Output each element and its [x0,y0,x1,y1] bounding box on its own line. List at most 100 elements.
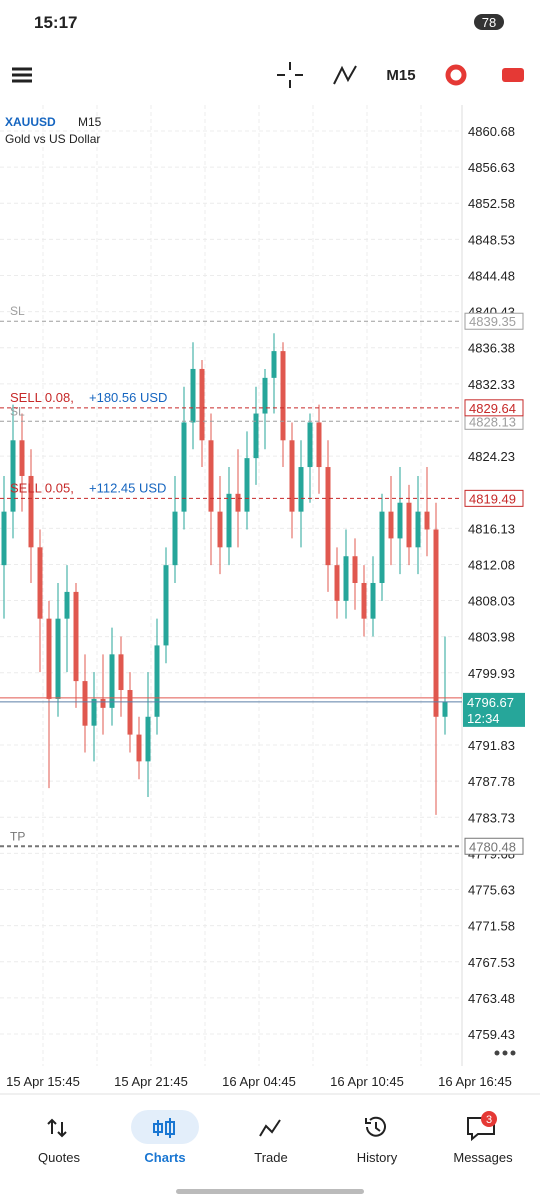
candle-body [208,440,214,512]
badge-count: 3 [486,1114,492,1126]
candle-body [73,591,79,682]
candle-body [280,351,286,441]
battery-level: 78 [482,15,496,30]
candle-body [163,565,169,646]
order-profit: +180.56 USD [89,390,167,405]
level-price: 4839.35 [469,314,516,329]
candle-body [388,511,394,539]
y-tick-label: 4844.48 [468,268,515,283]
nav-label[interactable]: History [357,1150,398,1165]
more-icon[interactable] [494,1050,516,1056]
nav-label[interactable]: Messages [453,1150,513,1165]
y-tick-label: 4803.98 [468,630,515,645]
x-tick-label: 15 Apr 15:45 [6,1074,80,1089]
candle-body [199,368,205,441]
candle-body [154,645,160,717]
candle-body [433,529,439,717]
order-label: SELL 0.08, [10,390,74,405]
nav-icon[interactable] [365,1116,386,1137]
order-box [464,489,524,507]
candle-body [118,654,124,691]
candle-body [352,556,358,583]
candle-body [109,654,115,708]
candle-body [406,502,412,548]
indicators-icon[interactable] [333,65,357,85]
candle-body [217,511,223,548]
x-tick-label: 15 Apr 21:45 [114,1074,188,1089]
nav-icon[interactable] [47,1118,67,1138]
nav-label[interactable]: Quotes [38,1150,80,1165]
candle-body [181,422,187,512]
clock: 15:17 [34,13,77,32]
y-tick-label: 4856.63 [468,160,515,175]
y-tick-label: 4824.23 [468,449,515,464]
level-label: SL [10,404,25,418]
candle-body [82,681,88,726]
candle-body [361,582,367,619]
candle-body [298,467,304,512]
menu-icon[interactable] [12,67,32,83]
candle-body [235,493,241,512]
timeframe-button[interactable]: M15 [386,67,415,84]
y-tick-label: 4799.93 [468,666,515,681]
candle-body [262,377,268,414]
level-label: SL [10,304,25,318]
y-tick-label: 4832.33 [468,377,515,392]
candle-body [325,467,331,566]
candle-body [172,511,178,566]
candle-body [37,547,43,619]
nav-icon[interactable] [153,1118,175,1138]
grid [0,105,462,1066]
candle-body [145,716,151,762]
level-price: 4828.13 [469,414,516,429]
symbol-description: Gold vs US Dollar [5,132,100,146]
candle-body [127,690,133,735]
y-tick-label: 4816.13 [468,521,515,536]
candle-body [100,698,106,708]
nav-icon[interactable] [259,1119,281,1137]
level-box [464,312,524,330]
y-tick-label: 4812.08 [468,557,515,572]
chart-timeframe: M15 [78,115,102,129]
order-label: SELL 0.05, [10,480,74,495]
trade-icon[interactable] [502,68,524,82]
y-tick-label: 4848.53 [468,232,515,247]
level-price: 4780.48 [469,839,516,854]
candle-body [334,565,340,601]
y-tick-label: 4763.48 [468,991,515,1006]
candle-body [226,493,232,548]
candle-body [253,413,259,459]
x-tick-label: 16 Apr 10:45 [330,1074,404,1089]
y-tick-label: 4852.58 [468,196,515,211]
order-price: 4819.49 [469,491,516,506]
one-click-icon[interactable] [445,64,467,86]
candle-body [64,591,70,619]
candle-body [370,582,376,619]
x-tick-label: 16 Apr 16:45 [438,1074,512,1089]
candle-body [28,475,34,548]
candle-body [91,698,97,726]
y-tick-label: 4783.73 [468,810,515,825]
x-tick-label: 16 Apr 04:45 [222,1074,296,1089]
home-indicator [176,1189,364,1194]
price-box [463,692,525,727]
level-box [464,837,524,855]
order-price: 4829.64 [469,401,516,416]
candle-body [343,556,349,601]
candle-body [10,440,16,512]
candle-body [307,422,313,468]
candle-body [289,440,295,512]
order-profit: +112.45 USD [89,480,166,495]
candle-body [379,511,385,583]
y-tick-label: 4860.68 [468,124,515,139]
y-tick-label: 4791.83 [468,738,515,753]
y-tick-label: 4767.53 [468,955,515,970]
crosshair-icon[interactable] [277,62,303,88]
candle-body [190,368,196,423]
nav-label[interactable]: Charts [144,1150,185,1165]
nav-label[interactable]: Trade [254,1150,287,1165]
y-tick-label: 4836.38 [468,341,515,356]
order-box [464,399,524,417]
candle-body [136,734,142,762]
